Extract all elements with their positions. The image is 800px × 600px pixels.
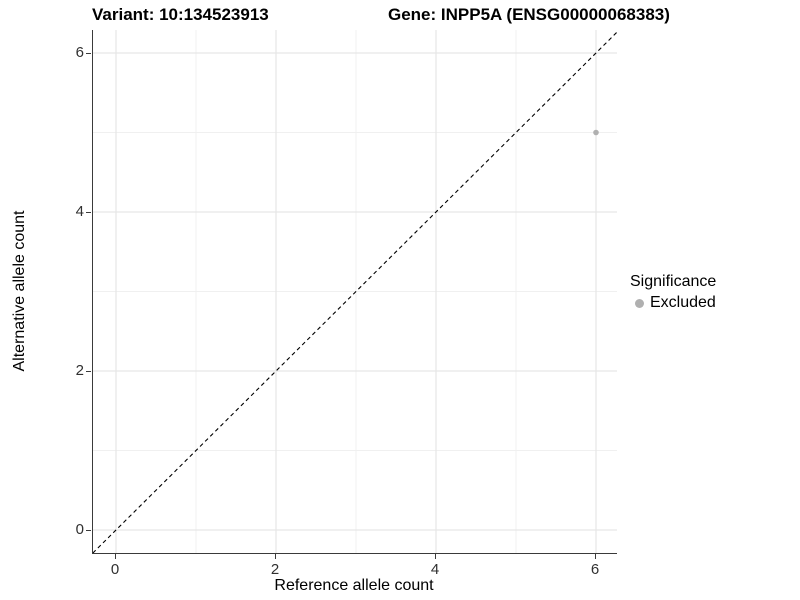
x-axis-tick-mark <box>114 554 116 559</box>
x-axis-title: Reference allele count <box>274 577 434 594</box>
x-axis-tick-label: 6 <box>590 561 600 578</box>
y-axis-tick-label: 4 <box>75 203 84 220</box>
x-axis-tick-mark <box>434 554 436 559</box>
plot-panel <box>92 30 617 554</box>
scatter-plot-canvas <box>93 30 617 553</box>
y-axis-tick-label: 2 <box>75 362 84 379</box>
x-axis-tick-label: 0 <box>110 561 120 578</box>
title-gene: Gene: INPP5A (ENSG00000068383) <box>388 5 670 24</box>
y-axis-tick-mark <box>86 52 91 54</box>
y-axis-tick-mark <box>86 529 91 531</box>
legend-item-label: Excluded <box>650 294 716 311</box>
identity-reference-line <box>93 31 617 553</box>
x-axis-tick-label: 2 <box>270 561 280 578</box>
x-axis-tick-mark <box>274 554 276 559</box>
x-axis-tick-label: 4 <box>430 561 440 578</box>
legend: Significance Excluded <box>630 273 716 312</box>
x-axis-tick-mark <box>594 554 596 559</box>
y-axis-tick-mark <box>86 370 91 372</box>
y-axis-tick-label: 0 <box>75 521 84 538</box>
y-axis-title: Alternative allele count <box>11 210 28 372</box>
y-axis-tick-mark <box>86 211 91 213</box>
excluded-point-icon <box>635 298 644 308</box>
title-variant: Variant: 10:134523913 <box>92 5 269 24</box>
legend-item-excluded: Excluded <box>630 294 716 312</box>
legend-title: Significance <box>630 273 717 290</box>
y-axis-tick-label: 6 <box>75 44 84 61</box>
data-point-excluded <box>593 129 599 136</box>
